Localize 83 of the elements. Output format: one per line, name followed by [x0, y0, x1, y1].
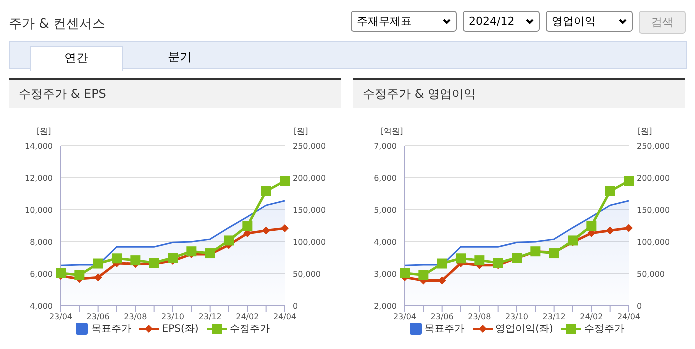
point	[168, 253, 178, 263]
point	[625, 224, 633, 232]
text: 영업이익	[552, 14, 596, 29]
y2-tick-label: 0	[637, 302, 642, 311]
y2-tick-label: 0	[293, 302, 298, 311]
x-tick-label: 23/08	[468, 312, 492, 322]
x-tick-label: 24/04	[273, 312, 297, 322]
chart-title: 수정주가 & EPS	[9, 78, 341, 108]
x-tick-label: 24/02	[236, 312, 260, 322]
legend-label: 영업이익(좌)	[494, 323, 554, 336]
y-tick-label: 4,000	[374, 238, 397, 247]
y-tick-label: 3,000	[374, 270, 397, 279]
point	[93, 258, 104, 269]
y-tick-label: 6,000	[374, 174, 397, 183]
y2-axis-title: [원]	[638, 126, 652, 137]
y-tick-label: 10,000	[25, 206, 53, 215]
x-tick-label: 24/04	[617, 312, 641, 322]
y-axis-title: [억원]	[381, 126, 404, 137]
text: 검색	[639, 11, 686, 34]
y2-tick-label: 100,000	[637, 238, 670, 247]
y2-tick-label: 250,000	[293, 142, 326, 151]
y-tick-label: 7,000	[374, 142, 397, 151]
text: 2024/12	[469, 15, 515, 28]
point	[456, 254, 466, 264]
point	[242, 221, 253, 231]
point	[130, 256, 141, 266]
legend-label: 목표주가	[424, 323, 465, 336]
text: 연간	[30, 46, 123, 71]
x-tick-label: 23/12	[198, 312, 222, 322]
legend-label: 목표주가	[90, 323, 132, 336]
x-tick-label: 23/12	[542, 312, 566, 322]
point	[186, 246, 197, 257]
point	[94, 274, 102, 282]
point	[281, 224, 289, 233]
point	[624, 176, 634, 186]
y2-tick-label: 50,000	[637, 270, 665, 279]
text: 주재무제표	[357, 14, 412, 29]
y-tick-label: 6,000	[30, 270, 53, 279]
y-tick-label: 8,000	[30, 238, 53, 247]
point	[474, 256, 485, 266]
x-tick-label: 23/06	[430, 312, 454, 322]
y-tick-label: 5,000	[374, 206, 397, 215]
y2-tick-label: 150,000	[293, 206, 326, 215]
point	[400, 268, 410, 278]
text: 주가 & 컨센서스	[9, 16, 106, 33]
legend-label: 수정주가	[583, 323, 624, 336]
y2-axis-title: [원]	[294, 126, 308, 137]
point	[56, 268, 66, 278]
y2-tick-label: 100,000	[293, 238, 326, 247]
point	[605, 186, 616, 196]
y2-tick-label: 250,000	[637, 142, 670, 151]
y2-tick-label: 150,000	[637, 206, 670, 215]
y-tick-label: 14,000	[25, 142, 53, 151]
y2-tick-label: 200,000	[293, 174, 326, 183]
x-tick-label: 23/10	[505, 312, 529, 322]
x-tick-label: 23/04	[49, 312, 73, 322]
point	[418, 270, 429, 280]
point	[586, 221, 597, 231]
point	[262, 226, 270, 235]
x-tick-label: 23/08	[124, 312, 148, 322]
y-axis-title: [원]	[37, 126, 52, 137]
y-tick-label: 12,000	[25, 174, 53, 183]
x-tick-label: 23/06	[86, 312, 110, 322]
legend-label: EPS(좌)	[161, 323, 199, 336]
point	[261, 186, 272, 196]
x-tick-label: 24/02	[580, 312, 604, 322]
point	[493, 258, 504, 268]
y-tick-label: 2,000	[374, 302, 397, 311]
point	[112, 254, 122, 264]
x-tick-label: 23/10	[161, 312, 185, 322]
point	[568, 236, 578, 246]
point	[280, 176, 290, 186]
y-tick-label: 4,000	[30, 302, 53, 311]
y2-tick-label: 50,000	[293, 270, 321, 279]
x-tick-label: 23/04	[393, 312, 417, 322]
point	[74, 270, 85, 280]
text: 분기	[167, 49, 193, 66]
point	[224, 236, 234, 246]
point	[437, 258, 448, 269]
point	[606, 226, 614, 235]
y2-tick-label: 200,000	[637, 174, 670, 183]
chart-title: 수정주가 & 영업이익	[353, 78, 685, 108]
legend-label: 수정주가	[228, 323, 270, 336]
